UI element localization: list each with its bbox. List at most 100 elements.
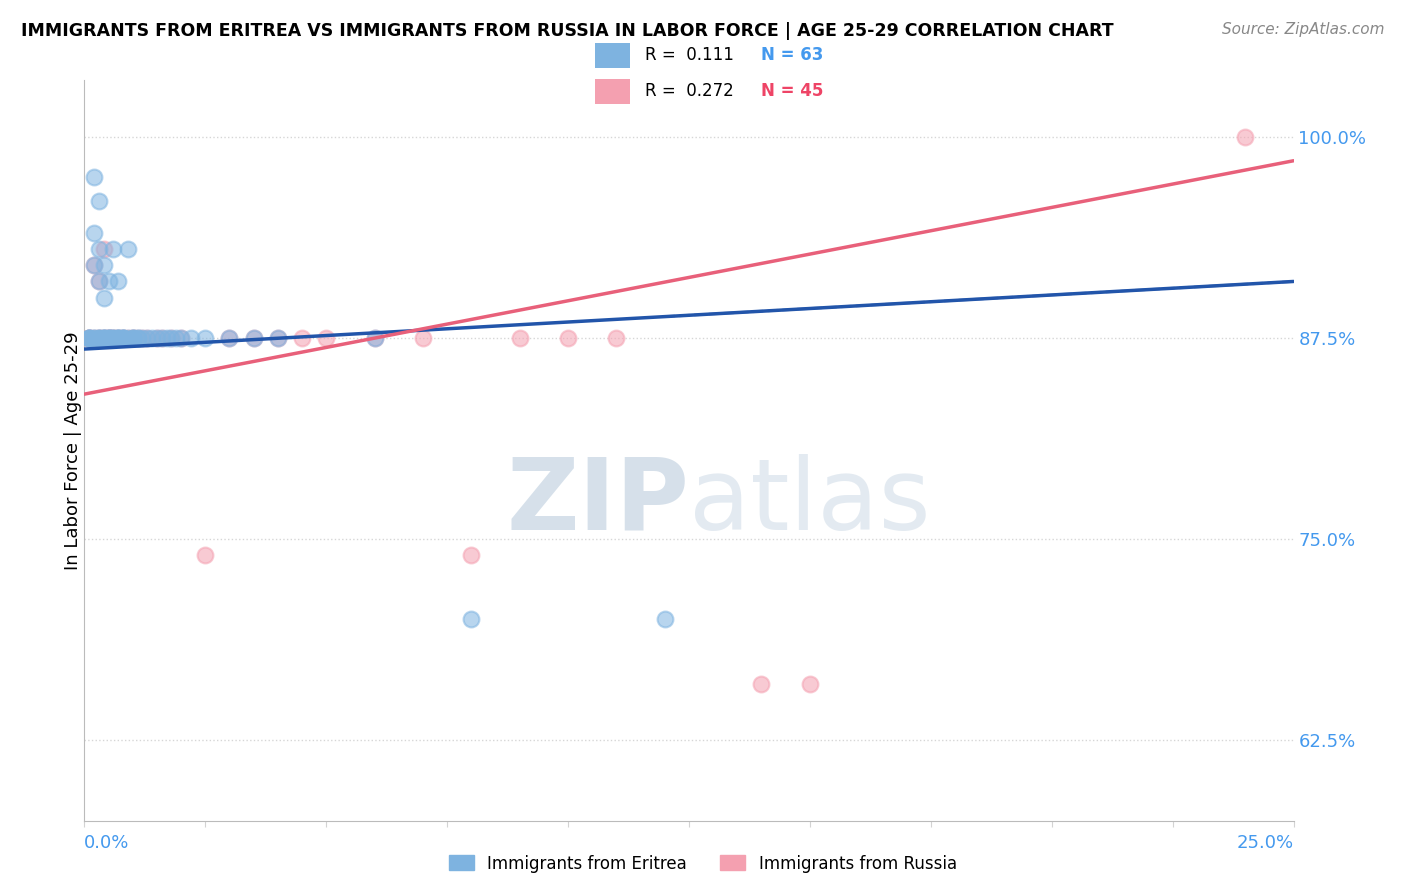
Point (93, 331, 115, 345)
Point (83, 169, 105, 184)
Point (121, 331, 143, 345)
Point (363, 331, 385, 345)
Point (170, 331, 193, 345)
Point (127, 331, 149, 345)
Point (97, 331, 120, 345)
Point (160, 331, 183, 345)
Point (103, 331, 125, 345)
Point (107, 331, 129, 345)
Point (93, 331, 115, 345)
Point (107, 331, 129, 345)
Point (83, 331, 105, 345)
Point (127, 331, 149, 345)
Point (121, 331, 143, 345)
Point (242, 331, 264, 345)
Point (112, 331, 135, 345)
Point (112, 331, 135, 345)
Text: IMMIGRANTS FROM ERITREA VS IMMIGRANTS FROM RUSSIA IN LABOR FORCE | AGE 25-29 COR: IMMIGRANTS FROM ERITREA VS IMMIGRANTS FR… (21, 22, 1114, 40)
Point (136, 331, 159, 345)
Point (87, 331, 110, 345)
Text: N = 45: N = 45 (761, 82, 823, 100)
Point (117, 331, 139, 345)
Point (117, 331, 139, 345)
Text: 25.0%: 25.0% (1236, 833, 1294, 852)
Point (77, 331, 100, 345)
Point (97, 331, 120, 345)
Point (127, 331, 149, 345)
Point (267, 331, 290, 345)
Point (131, 331, 153, 345)
Point (291, 331, 314, 345)
Point (97, 275, 120, 289)
Point (87, 275, 110, 289)
Point (87, 331, 110, 345)
Point (218, 331, 240, 345)
Point (87, 331, 110, 345)
Point (97, 331, 120, 345)
Point (77, 331, 100, 345)
Point (121, 331, 143, 345)
Point (460, 548, 482, 562)
Point (93, 331, 115, 345)
Point (87, 331, 110, 345)
Point (93, 331, 115, 345)
Point (180, 331, 202, 345)
Point (267, 331, 290, 345)
Legend: Immigrants from Eritrea, Immigrants from Russia: Immigrants from Eritrea, Immigrants from… (443, 848, 963, 880)
Point (107, 331, 129, 345)
Point (77, 331, 100, 345)
Point (460, 612, 482, 626)
Point (97, 331, 120, 345)
Point (121, 331, 143, 345)
Text: N = 63: N = 63 (761, 46, 823, 64)
Point (87, 275, 110, 289)
Point (103, 331, 125, 345)
Point (83, 258, 105, 272)
Point (509, 331, 531, 345)
Point (97, 331, 120, 345)
Point (93, 258, 115, 272)
Point (77, 331, 100, 345)
Point (654, 612, 676, 626)
Point (799, 677, 821, 691)
Text: 0.0%: 0.0% (84, 833, 129, 852)
Bar (595, 78, 630, 104)
Point (117, 242, 139, 256)
Y-axis label: In Labor Force | Age 25-29: In Labor Force | Age 25-29 (65, 331, 82, 570)
Point (97, 331, 120, 345)
Point (107, 331, 129, 345)
Point (83, 226, 105, 240)
Point (218, 331, 240, 345)
Point (194, 331, 217, 345)
Point (751, 677, 773, 691)
Point (131, 331, 153, 345)
Point (146, 331, 169, 345)
Point (103, 331, 125, 345)
Point (103, 331, 125, 345)
Point (112, 331, 135, 345)
Point (150, 331, 173, 345)
Point (87, 331, 110, 345)
Point (87, 194, 110, 208)
Point (77, 331, 100, 345)
Text: Source: ZipAtlas.com: Source: ZipAtlas.com (1222, 22, 1385, 37)
Point (160, 331, 183, 345)
Point (83, 258, 105, 272)
Point (107, 275, 129, 289)
Point (146, 331, 169, 345)
Point (112, 331, 135, 345)
Point (112, 331, 135, 345)
Point (242, 331, 264, 345)
Text: ZIP: ZIP (506, 454, 689, 550)
Point (194, 548, 217, 562)
Text: R =  0.111: R = 0.111 (645, 46, 734, 64)
Point (77, 331, 100, 345)
Point (93, 331, 115, 345)
Point (83, 331, 105, 345)
Point (155, 331, 177, 345)
Point (150, 331, 173, 345)
Text: atlas: atlas (689, 454, 931, 550)
Point (87, 242, 110, 256)
Point (93, 291, 115, 305)
Point (97, 331, 120, 345)
